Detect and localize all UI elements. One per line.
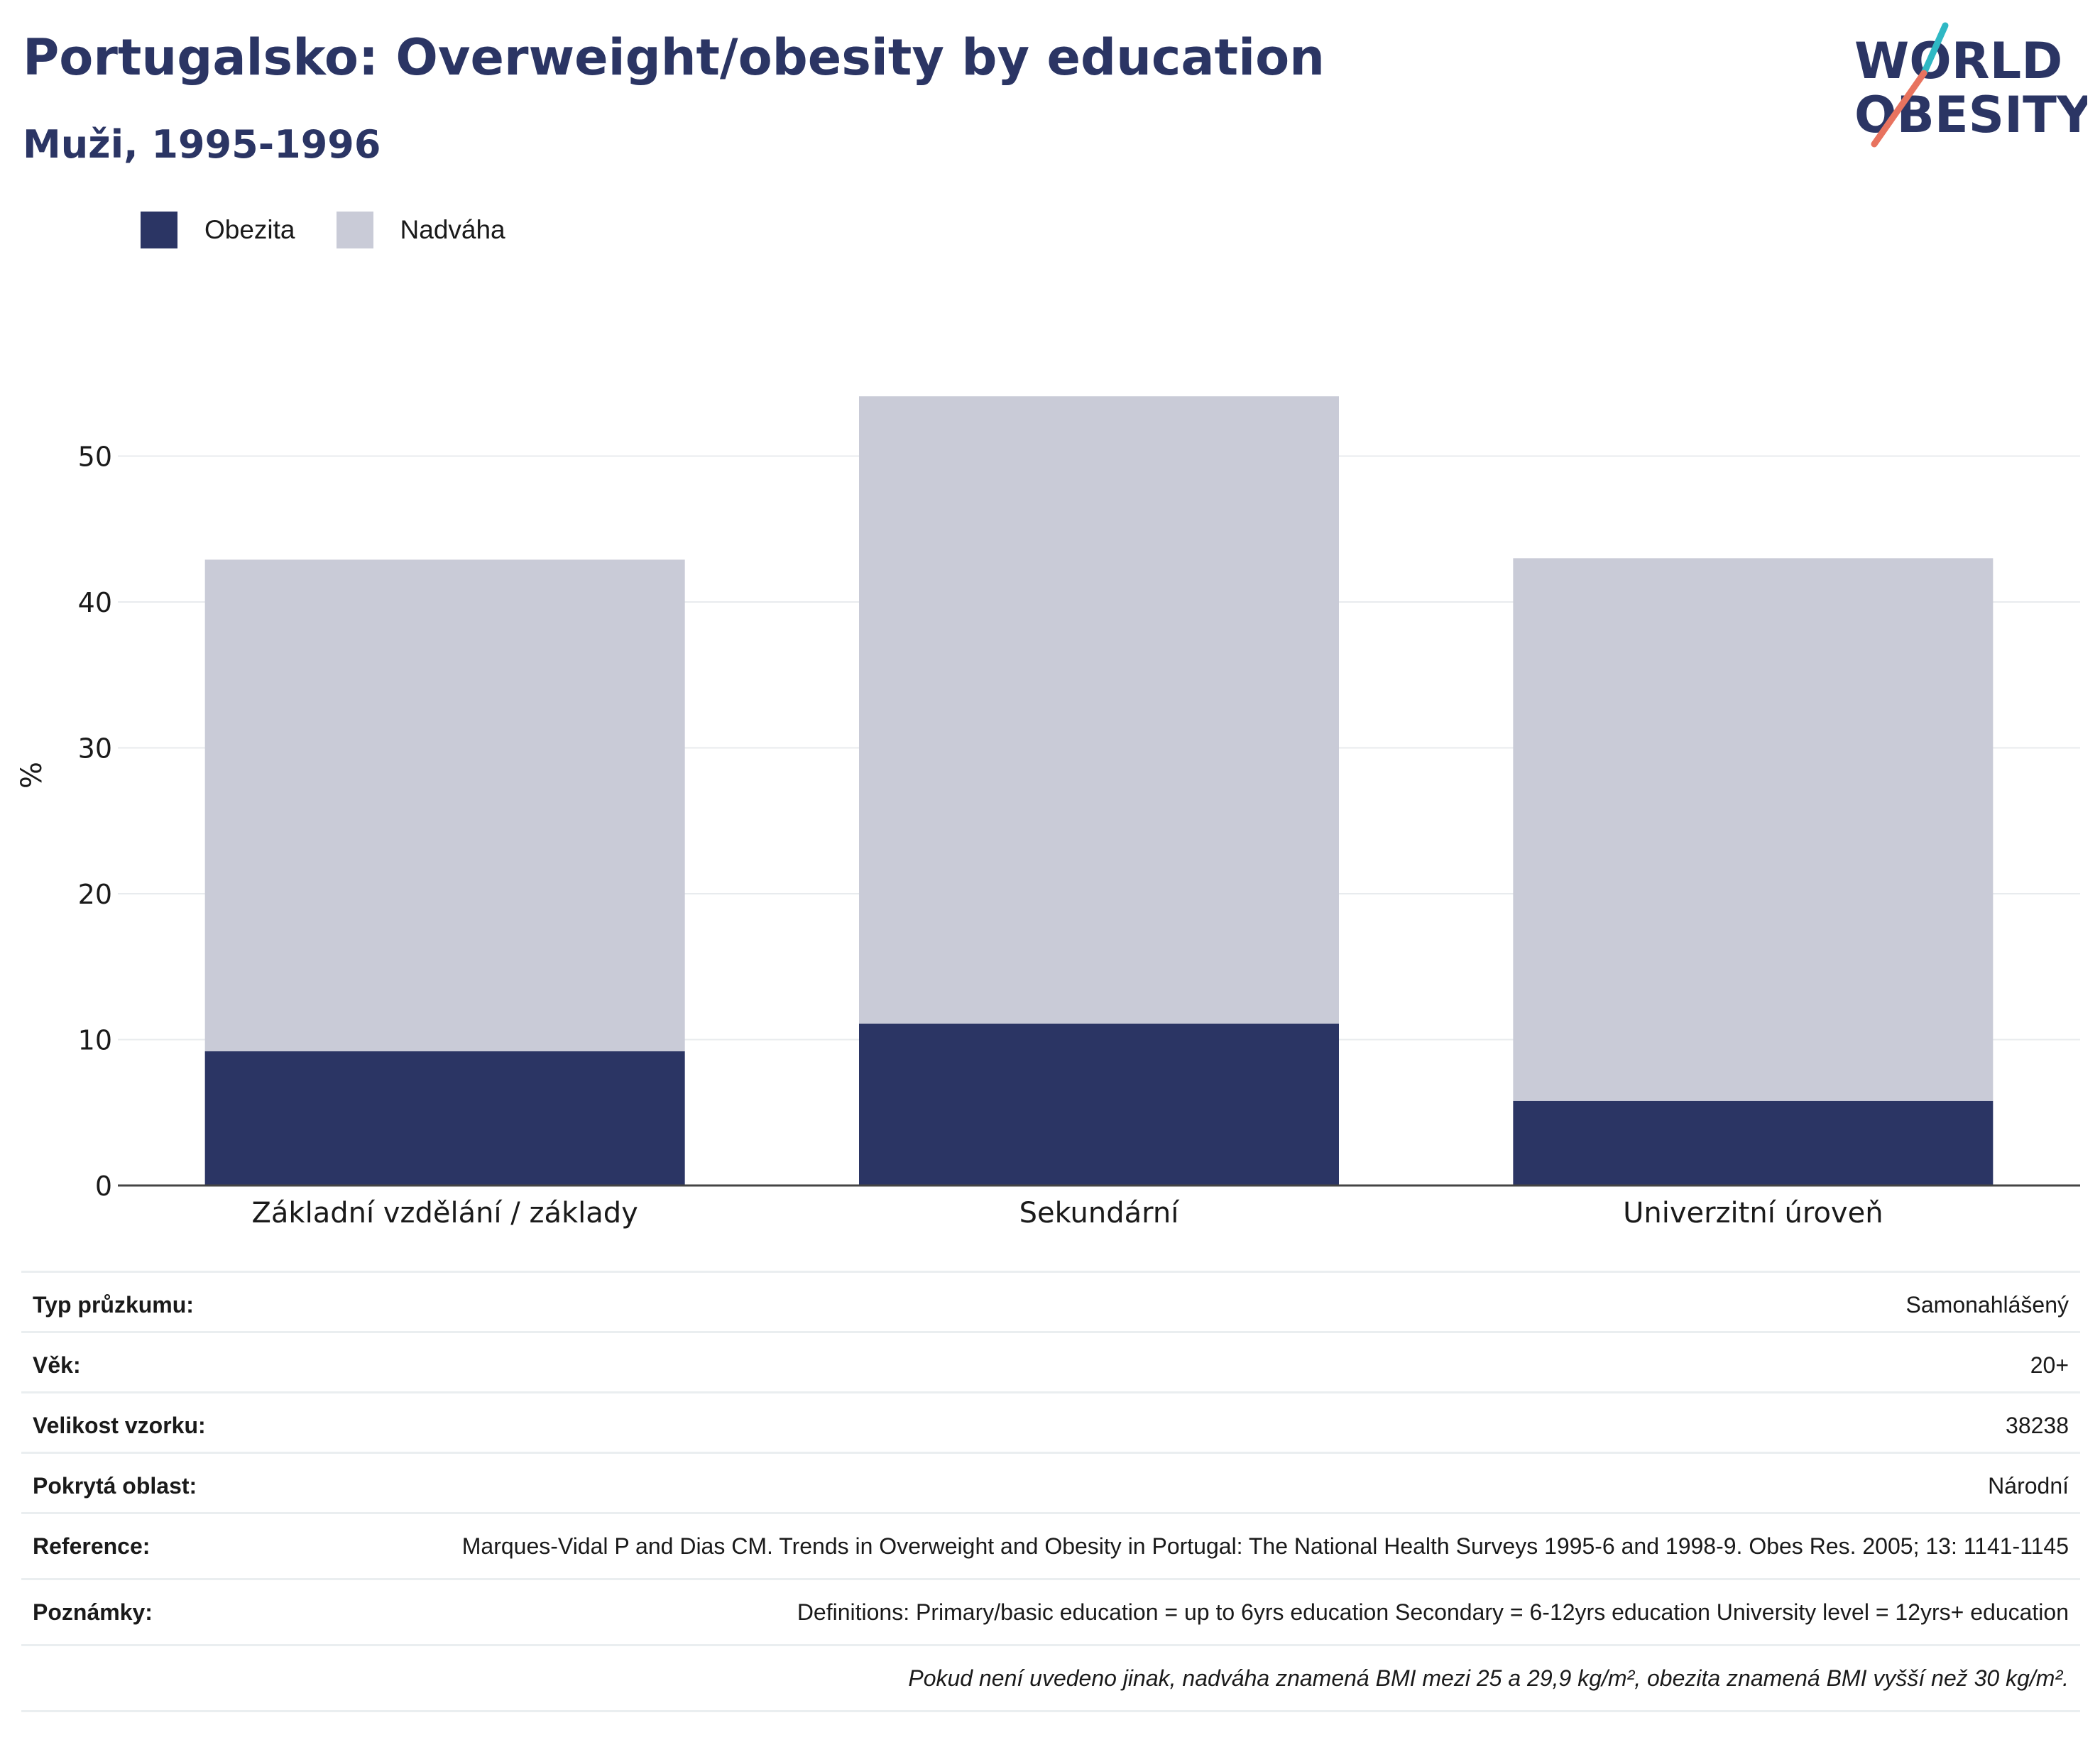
bar-nadvaha[interactable] <box>859 396 1339 1024</box>
legend-swatch-obezita <box>141 212 177 248</box>
info-row-survey-type: Typ průzkumu: Samonahlášený <box>21 1271 2080 1332</box>
info-value: Definitions: Primary/basic education = u… <box>797 1599 2069 1625</box>
logo-text-line2: OBESITY <box>1854 86 2087 144</box>
survey-info-table: Typ průzkumu: Samonahlášený Věk: 20+ Vel… <box>21 1271 2080 1712</box>
bar-obezita[interactable] <box>859 1023 1339 1185</box>
x-tick-label: Základní vzdělání / základy <box>252 1197 638 1230</box>
info-row-reference: Reference: Marques-Vidal P and Dias CM. … <box>21 1513 2080 1579</box>
bars <box>204 396 1994 1185</box>
info-key: Poznámky: <box>33 1599 153 1625</box>
stacked-bar-chart: 0 10 20 30 40 50 Základní vzdělání / základy Se… <box>16 396 2080 1230</box>
y-tick-label: 0 <box>95 1171 112 1202</box>
info-row-area: Pokrytá oblast: Národní <box>21 1452 2080 1513</box>
legend-label-obezita: Obezita <box>204 215 295 244</box>
info-key: Věk: <box>33 1352 81 1378</box>
bar-nadvaha[interactable] <box>204 559 685 1051</box>
info-value: Marques-Vidal P and Dias CM. Trends in O… <box>461 1533 2069 1559</box>
y-tick-label: 10 <box>78 1025 112 1056</box>
logo-text-line1: WORLD <box>1854 32 2062 90</box>
y-tick-label: 40 <box>78 587 112 618</box>
bar-obezita[interactable] <box>1513 1100 1994 1185</box>
y-tick-label: 30 <box>78 733 112 765</box>
info-key: Reference: <box>33 1533 151 1559</box>
info-value: Národní <box>1988 1473 2069 1499</box>
y-axis-title: % <box>16 762 48 789</box>
axes: 0 10 20 30 40 50 Základní vzdělání / základy Se… <box>78 442 2080 1230</box>
y-tick-label: 20 <box>78 879 112 910</box>
info-value: Samonahlášený <box>1905 1292 2069 1318</box>
x-tick-label: Univerzitní úroveň <box>1623 1197 1883 1230</box>
legend-item-nadvaha[interactable]: Nadváha <box>336 212 505 248</box>
bar-obezita[interactable] <box>204 1051 685 1185</box>
info-key: Typ průzkumu: <box>33 1292 194 1318</box>
bar-nadvaha[interactable] <box>1513 558 1994 1101</box>
chart-subtitle: Muži, 1995-1996 <box>23 122 381 167</box>
info-row-age: Věk: 20+ <box>21 1332 2080 1393</box>
chart-title: Portugalsko: Overweight/obesity by educa… <box>23 28 1325 87</box>
x-tick-label: Sekundární <box>1019 1197 1181 1230</box>
logo-slash-teal <box>1920 22 1949 77</box>
legend-swatch-nadvaha <box>336 212 373 248</box>
info-value: 20+ <box>2030 1352 2069 1378</box>
legend-item-obezita[interactable]: Obezita <box>141 212 295 248</box>
info-row-footnote: Pokud není uvedeno jinak, nadváha znamen… <box>21 1645 2080 1712</box>
chart-legend: Obezita Nadváha <box>141 210 547 250</box>
info-key: Pokrytá oblast: <box>33 1473 197 1499</box>
logo-slash-coral <box>1871 70 1927 148</box>
info-value: 38238 <box>2006 1413 2069 1438</box>
info-row-sample-size: Velikost vzorku: 38238 <box>21 1392 2080 1453</box>
legend-label-nadvaha: Nadváha <box>400 215 505 244</box>
footnote: Pokud není uvedeno jinak, nadváha znamen… <box>908 1665 2069 1691</box>
y-tick-label: 50 <box>78 442 112 473</box>
info-row-notes: Poznámky: Definitions: Primary/basic edu… <box>21 1579 2080 1645</box>
info-key: Velikost vzorku: <box>33 1413 206 1438</box>
world-obesity-logo: WORLD OBESITY <box>1854 22 2087 148</box>
